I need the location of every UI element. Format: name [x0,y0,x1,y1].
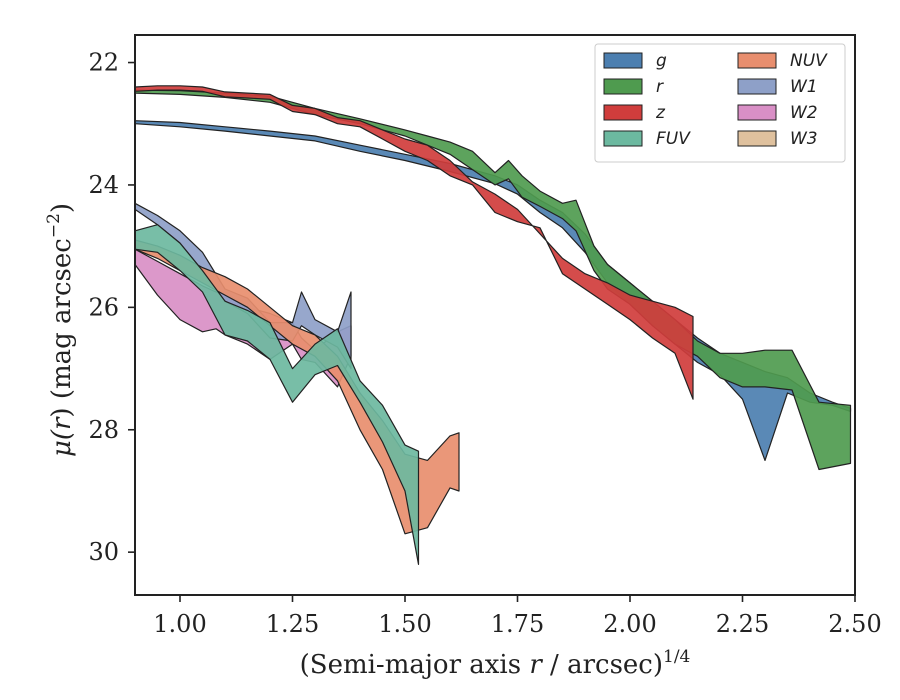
legend-label-fuv: FUV [656,129,691,149]
legend-swatch-nuv [737,52,777,69]
legend: grz FUV NUV W1 W2 W3 [594,43,846,163]
legend-label-z: z [655,103,666,123]
legend-label-nuv: NUV [790,51,828,71]
x-tick-label: 1.50 [378,610,431,638]
x-tick-label: 1.25 [266,610,319,638]
x-tick-label: 1.00 [153,610,206,638]
legend-label-w1: W1 [790,77,818,97]
x-tick-label: 2.50 [828,610,881,638]
y-axis: 22 24 26 28 30 [88,49,135,566]
legend-swatch-r [603,78,643,95]
y-tick-label: 30 [88,538,119,566]
band-z [134,85,694,400]
band-r [134,89,852,471]
band-fuv [134,224,420,566]
legend-swatch-fuv [603,130,643,147]
legend-swatch-w2 [737,104,777,121]
x-tick-label: 2.00 [603,610,656,638]
legend-swatch-w1 [737,78,777,95]
legend-swatch-z [603,104,643,121]
y-tick-label: 24 [88,171,119,199]
legend-frame [594,43,846,163]
legend-label-w3: W3 [790,129,818,149]
legend-label-w2: W2 [790,103,818,123]
plot-frame [134,34,856,596]
legend-swatch-w3 [737,130,777,147]
y-axis-label: μ(r) (mag arcsec−2) [44,203,77,457]
legend-label-r: r [656,77,664,97]
series-bands [134,85,852,566]
y-tick-label: 26 [88,293,119,321]
legend-label-g: g [656,51,667,71]
x-tick-label: 2.25 [716,610,769,638]
band-nuv [134,239,460,535]
y-tick-label: 28 [88,416,119,444]
y-tick-label: 22 [88,49,119,77]
x-axis-label: (Semi-major axis r / arcsec)1/4 [300,647,691,680]
x-axis: 1.00 1.25 1.50 1.75 2.00 2.25 2.50 [153,595,882,638]
x-tick-label: 1.75 [491,610,544,638]
legend-swatch-g [603,52,643,69]
